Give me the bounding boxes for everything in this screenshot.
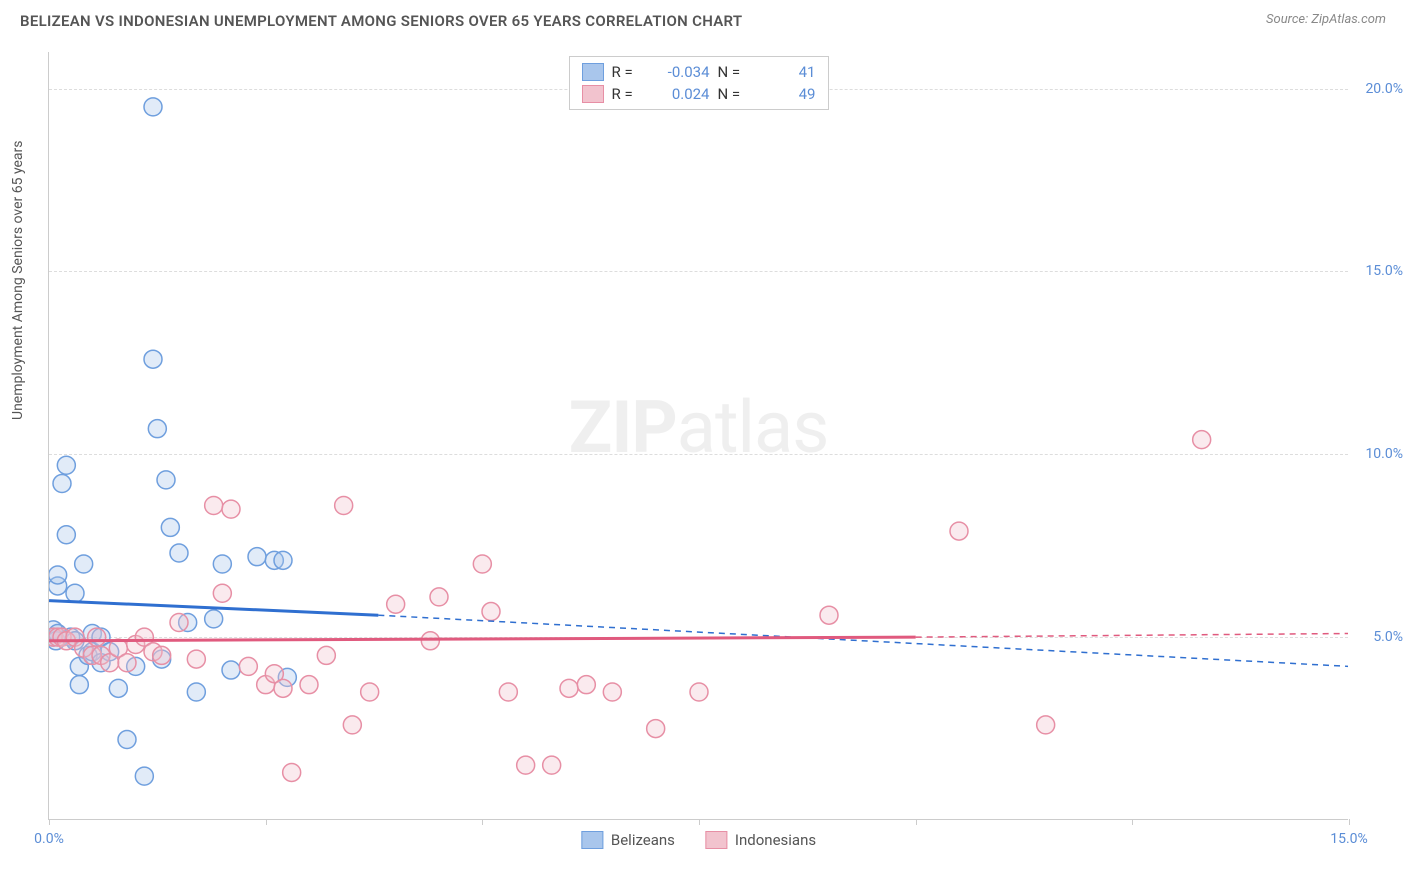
scatter-plot: [49, 52, 1348, 819]
swatch-belizeans-icon: [582, 63, 604, 81]
data-point: [70, 676, 88, 694]
data-point: [603, 683, 621, 701]
data-point: [75, 555, 93, 573]
x-tick: [1349, 819, 1350, 825]
data-point: [187, 650, 205, 668]
data-point: [300, 676, 318, 694]
y-axis-label: Unemployment Among Seniors over 65 years: [10, 141, 26, 421]
data-point: [66, 584, 84, 602]
data-point: [387, 595, 405, 613]
legend-item-belizeans: Belizeans: [581, 831, 675, 849]
data-point: [560, 679, 578, 697]
x-tick-label: 15.0%: [1330, 831, 1368, 847]
header: BELIZEAN VS INDONESIAN UNEMPLOYMENT AMON…: [0, 0, 1406, 30]
data-point: [144, 350, 162, 368]
x-tick: [482, 819, 483, 825]
swatch-indonesians-icon: [705, 831, 727, 849]
data-point: [148, 420, 166, 438]
legend-correlation: R = -0.034 N = 41 R = 0.024 N = 49: [569, 56, 829, 110]
data-point: [170, 544, 188, 562]
data-point: [274, 551, 292, 569]
trend-line-extrapolated: [916, 633, 1348, 637]
chart-title: BELIZEAN VS INDONESIAN UNEMPLOYMENT AMON…: [20, 12, 742, 30]
data-point: [135, 767, 153, 785]
legend-item-indonesians: Indonesians: [705, 831, 816, 849]
x-tick: [266, 819, 267, 825]
data-point: [499, 683, 517, 701]
data-point: [317, 646, 335, 664]
x-tick: [916, 819, 917, 825]
data-point: [473, 555, 491, 573]
data-point: [213, 555, 231, 573]
y-tick-label: 5.0%: [1373, 629, 1403, 645]
data-point: [170, 614, 188, 632]
data-point: [543, 756, 561, 774]
data-point: [157, 471, 175, 489]
data-point: [647, 720, 665, 738]
data-point: [343, 716, 361, 734]
legend-row-indonesians: R = 0.024 N = 49: [582, 83, 816, 105]
data-point: [482, 603, 500, 621]
data-point: [335, 496, 353, 514]
data-point: [239, 657, 257, 675]
data-point: [213, 584, 231, 602]
data-point: [144, 98, 162, 116]
data-point: [222, 661, 240, 679]
data-point: [57, 456, 75, 474]
data-point: [248, 548, 266, 566]
data-point: [430, 588, 448, 606]
swatch-belizeans-icon: [581, 831, 603, 849]
trend-line: [49, 637, 916, 641]
data-point: [950, 522, 968, 540]
y-tick-label: 15.0%: [1365, 263, 1403, 279]
data-point: [361, 683, 379, 701]
data-point: [274, 679, 292, 697]
data-point: [517, 756, 535, 774]
data-point: [153, 646, 171, 664]
data-point: [118, 731, 136, 749]
data-point: [49, 566, 67, 584]
data-point: [187, 683, 205, 701]
source-label: Source: ZipAtlas.com: [1266, 12, 1386, 27]
legend-bottom: Belizeans Indonesians: [581, 831, 816, 849]
x-tick: [49, 819, 50, 825]
chart-area: ZIPatlas R = -0.034 N = 41 R = 0.024 N =…: [48, 52, 1348, 820]
data-point: [161, 518, 179, 536]
data-point: [88, 628, 106, 646]
data-point: [118, 654, 136, 672]
y-tick-label: 10.0%: [1365, 446, 1403, 462]
data-point: [1037, 716, 1055, 734]
x-tick: [1132, 819, 1133, 825]
data-point: [53, 475, 71, 493]
x-tick: [699, 819, 700, 825]
data-point: [690, 683, 708, 701]
trend-line-extrapolated: [378, 615, 1348, 666]
x-tick-label: 0.0%: [34, 831, 64, 847]
data-point: [820, 606, 838, 624]
data-point: [283, 763, 301, 781]
data-point: [205, 610, 223, 628]
y-tick-label: 20.0%: [1365, 81, 1403, 97]
legend-row-belizeans: R = -0.034 N = 41: [582, 61, 816, 83]
data-point: [57, 526, 75, 544]
data-point: [109, 679, 127, 697]
data-point: [222, 500, 240, 518]
data-point: [577, 676, 595, 694]
data-point: [1193, 431, 1211, 449]
data-point: [205, 496, 223, 514]
data-point: [421, 632, 439, 650]
swatch-indonesians-icon: [582, 85, 604, 103]
